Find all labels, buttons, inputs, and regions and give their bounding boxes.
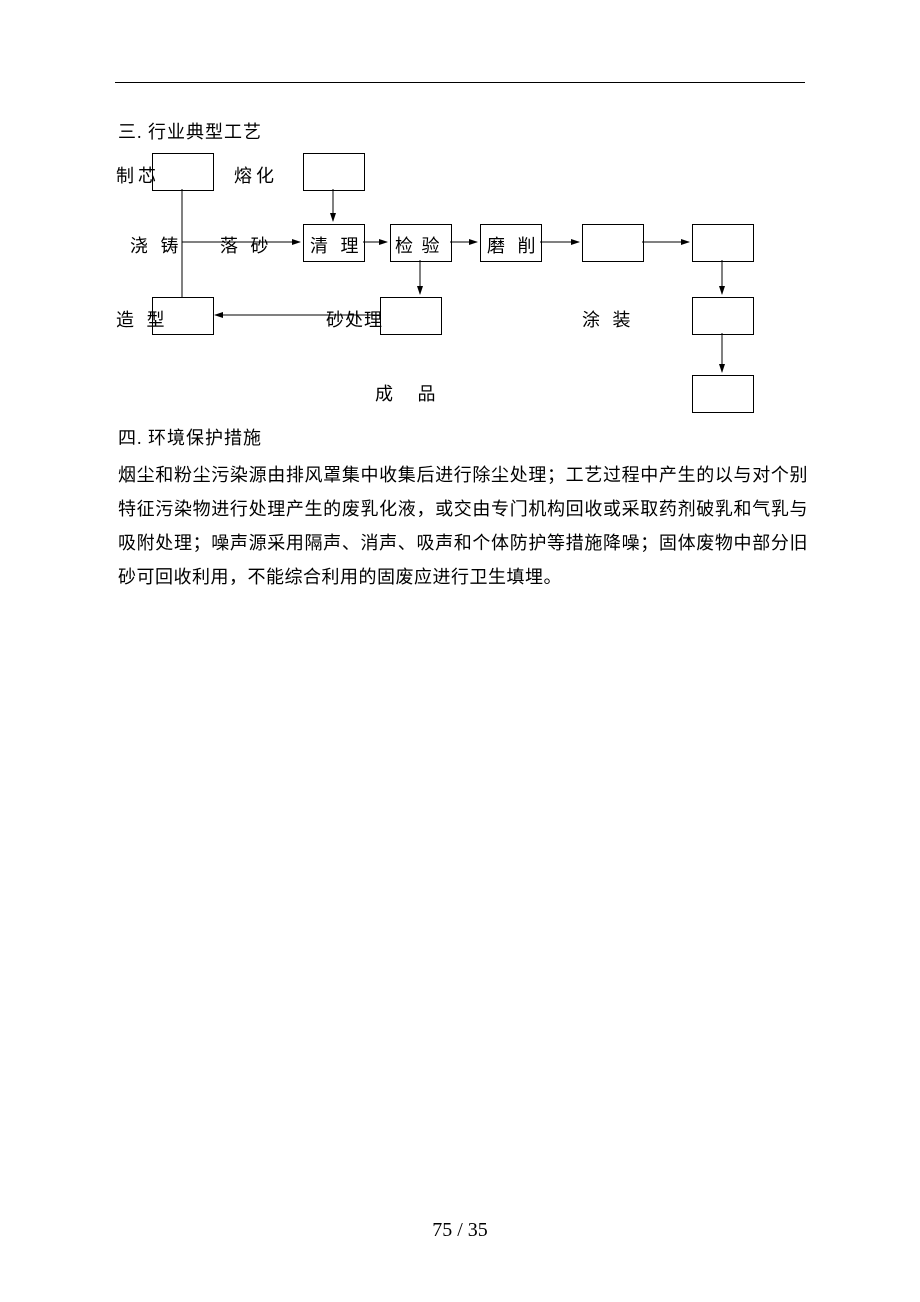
page-footer: 75 / 35 [0,1219,920,1242]
body-paragraph: 烟尘和粉尘污染源由排风罩集中收集后进行除尘处理；工艺过程中产生的以与对个别特征污… [118,458,808,594]
flowchart-edges [0,0,920,430]
flowchart: 制芯 熔化 浇 铸 落 砂 清 理 检 验 磨 削 造 型 砂处理 涂 装 成 … [0,0,920,430]
section-4-heading: 四. 环境保护措施 [118,424,262,450]
